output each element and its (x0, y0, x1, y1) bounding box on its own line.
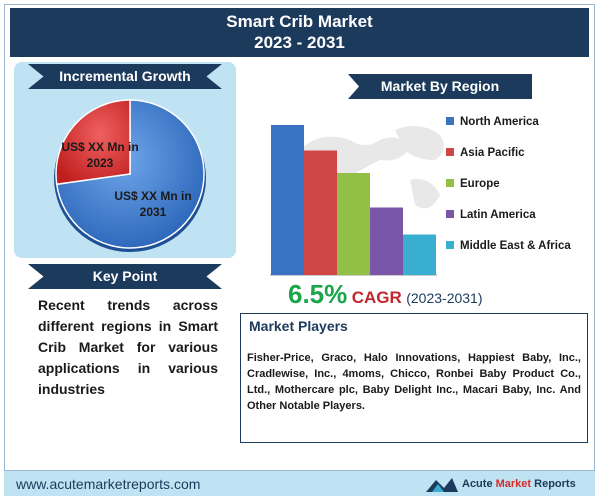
market-players-heading: Market Players (249, 318, 348, 334)
legend-item-europe: Europe (446, 178, 500, 190)
bar-asia-pacific (304, 150, 337, 275)
pie-slice-2023 (55, 99, 131, 186)
key-point-text: Recent trends across different regions i… (38, 297, 218, 397)
title-banner: Smart Crib Market 2023 - 2031 (10, 8, 589, 57)
footer: www.acutemarketreports.com Acute Market … (4, 470, 595, 496)
legend-item-asia-pacific: Asia Pacific (446, 147, 525, 159)
cagr-value: 6.5% (288, 279, 348, 309)
key-point-heading: Key Point (28, 264, 222, 289)
brand-name: Acute Market Reports (462, 478, 576, 490)
cagr-period: (2023-2031) (406, 290, 483, 306)
legend-swatch (446, 241, 454, 249)
legend-swatch (446, 148, 454, 156)
footer-url-link[interactable]: www.acutemarketreports.com (16, 476, 201, 492)
legend-item-north-america: North America (446, 116, 539, 128)
market-by-region-heading: Market By Region (348, 74, 532, 99)
pie-label-2023: US$ XX Mn in 2023 (61, 140, 139, 170)
bar-latin-america (370, 207, 403, 275)
cagr-line: 6.5% CAGR (2023-2031) (288, 279, 548, 310)
market-players-text: Fisher-Price, Graco, Halo Innovations, H… (247, 352, 581, 412)
legend-item-middle-east-africa: Middle East & Africa (446, 240, 571, 252)
bar-middle-east-africa (403, 234, 436, 275)
legend-swatch (446, 117, 454, 125)
legend-swatch (446, 210, 454, 218)
legend-item-latin-america: Latin America (446, 209, 536, 221)
market-players-box: Market Players Fisher-Price, Graco, Halo… (240, 313, 588, 443)
legend-swatch (446, 179, 454, 187)
pie-label-2031: US$ XX Mn in 2031 (114, 189, 192, 219)
title-line-1: Smart Crib Market (226, 12, 373, 31)
bar-europe (337, 173, 370, 275)
brand-logo-icon (426, 478, 458, 492)
bar-north-america (271, 125, 304, 275)
title-line-2: 2023 - 2031 (254, 33, 345, 52)
incremental-growth-heading: Incremental Growth (28, 64, 222, 89)
cagr-label: CAGR (351, 288, 402, 307)
